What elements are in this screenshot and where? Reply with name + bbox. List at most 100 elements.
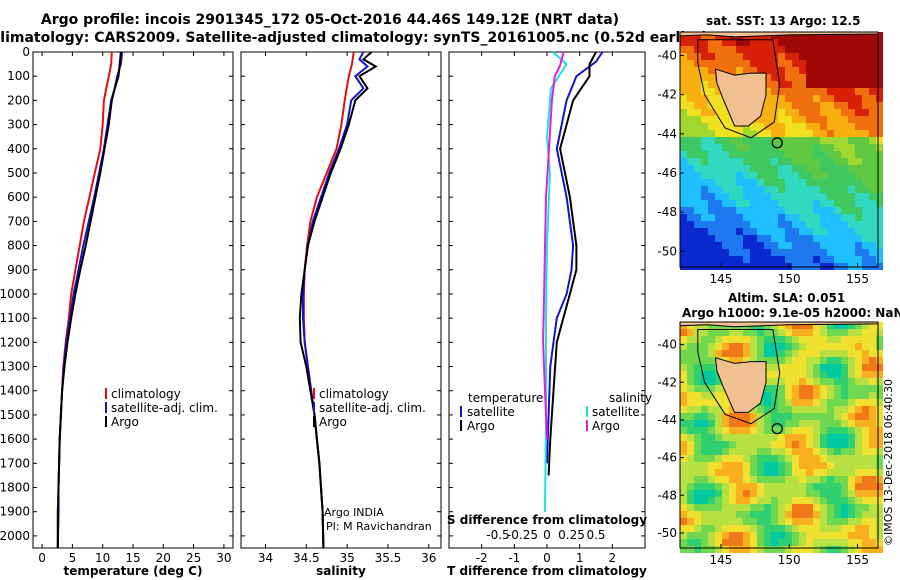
sla-grid-cell xyxy=(855,462,862,469)
sst-grid-cell xyxy=(862,242,869,249)
sla-grid-cell xyxy=(841,329,848,336)
sst-grid-cell xyxy=(876,137,883,144)
sla-grid-cell xyxy=(869,406,876,413)
sst-grid-cell xyxy=(722,116,729,123)
sst-grid-cell xyxy=(750,179,757,186)
sla-grid-cell xyxy=(841,462,848,469)
sst-grid-cell xyxy=(806,123,813,130)
series-line-t-argo xyxy=(547,51,597,476)
shelf-contour xyxy=(697,39,781,139)
sla-grid-cell xyxy=(799,518,806,525)
sla-grid-cell xyxy=(750,476,757,483)
x-tick-label: 0 xyxy=(38,551,46,565)
sla-grid-cell xyxy=(834,476,841,483)
sla-grid-cell xyxy=(694,490,701,497)
sst-grid-cell xyxy=(792,74,799,81)
y-tick-label: 1400 xyxy=(0,384,30,398)
sst-grid-cell xyxy=(827,172,834,179)
sla-grid-cell xyxy=(841,476,848,483)
sst-grid-cell xyxy=(813,228,820,235)
sst-grid-cell xyxy=(855,95,862,102)
sst-grid-cell xyxy=(862,60,869,67)
sla-grid-cell xyxy=(785,455,792,462)
sla-grid-cell xyxy=(757,525,764,532)
sst-grid-cell xyxy=(834,53,841,60)
sst-grid-cell xyxy=(827,109,834,116)
sla-grid-cell xyxy=(820,420,827,427)
sla-grid-cell xyxy=(792,350,799,357)
sla-grid-cell xyxy=(876,406,883,413)
sst-grid-cell xyxy=(806,109,813,116)
sst-grid-cell xyxy=(687,235,694,242)
sla-grid-cell xyxy=(827,469,834,476)
sla-grid-cell xyxy=(876,350,883,357)
sst-grid-cell xyxy=(750,193,757,200)
sst-grid-cell xyxy=(848,179,855,186)
sst-grid-cell xyxy=(834,186,841,193)
lat-tick-label: -50 xyxy=(657,244,677,258)
lon-tick-label: 145 xyxy=(710,553,733,567)
sla-grid-cell xyxy=(792,434,799,441)
tasmania-land xyxy=(714,68,767,127)
sst-grid-cell xyxy=(785,221,792,228)
sla-grid-cell xyxy=(799,469,806,476)
sla-grid-cell xyxy=(729,462,736,469)
sst-grid-cell xyxy=(708,74,715,81)
x-axis-label: temperature (deg C) xyxy=(64,564,203,578)
sst-grid-cell xyxy=(813,74,820,81)
sla-grid-cell xyxy=(855,448,862,455)
sst-grid-cell xyxy=(834,228,841,235)
sla-grid-cell xyxy=(708,329,715,336)
sla-grid-cell xyxy=(694,441,701,448)
sst-grid-cell xyxy=(876,81,883,88)
sst-grid-cell xyxy=(687,88,694,95)
sla-grid-cell xyxy=(680,469,687,476)
sst-grid-cell xyxy=(680,193,687,200)
sla-grid-cell xyxy=(855,518,862,525)
sst-grid-cell xyxy=(736,235,743,242)
sla-grid-cell xyxy=(771,357,778,364)
sst-grid-cell xyxy=(680,116,687,123)
sla-grid-cell xyxy=(876,462,883,469)
sla-grid-cell xyxy=(869,483,876,490)
sla-grid-cell xyxy=(701,483,708,490)
sst-grid-cell xyxy=(806,186,813,193)
sla-grid-cell xyxy=(757,343,764,350)
sst-grid-cell xyxy=(799,214,806,221)
sst-grid-cell xyxy=(813,53,820,60)
sla-grid-cell xyxy=(869,546,876,553)
sla-grid-cell xyxy=(680,511,687,518)
sla-grid-cell xyxy=(687,525,694,532)
sst-grid-cell xyxy=(743,249,750,256)
sst-grid-cell xyxy=(736,158,743,165)
sst-grid-cell xyxy=(757,123,764,130)
sla-grid-cell xyxy=(862,343,869,350)
sla-grid-cell xyxy=(876,364,883,371)
sla-grid-cell xyxy=(820,546,827,553)
sla-grid-cell xyxy=(708,350,715,357)
sla-grid-cell xyxy=(806,483,813,490)
sla-grid-cell xyxy=(729,511,736,518)
sst-grid-cell xyxy=(715,116,722,123)
sla-grid-cell xyxy=(820,350,827,357)
sst-grid-cell xyxy=(869,249,876,256)
sla-grid-cell xyxy=(750,420,757,427)
sst-grid-cell xyxy=(743,137,750,144)
sst-grid-cell xyxy=(813,67,820,74)
sla-grid-cell xyxy=(764,350,771,357)
sla-grid-cell xyxy=(764,329,771,336)
sla-grid-cell xyxy=(862,427,869,434)
sla-grid-cell xyxy=(806,497,813,504)
sst-grid-cell xyxy=(729,200,736,207)
sst-grid-cell xyxy=(680,221,687,228)
sst-grid-cell xyxy=(799,179,806,186)
sla-grid-cell xyxy=(736,357,743,364)
sst-grid-cell xyxy=(708,39,715,46)
sla-grid-cell xyxy=(701,434,708,441)
sla-grid-cell xyxy=(680,364,687,371)
sla-grid-cell xyxy=(820,532,827,539)
sst-grid-cell xyxy=(792,256,799,263)
sst-grid-cell xyxy=(834,144,841,151)
sla-grid-cell xyxy=(715,336,722,343)
sst-grid-cell xyxy=(778,144,785,151)
